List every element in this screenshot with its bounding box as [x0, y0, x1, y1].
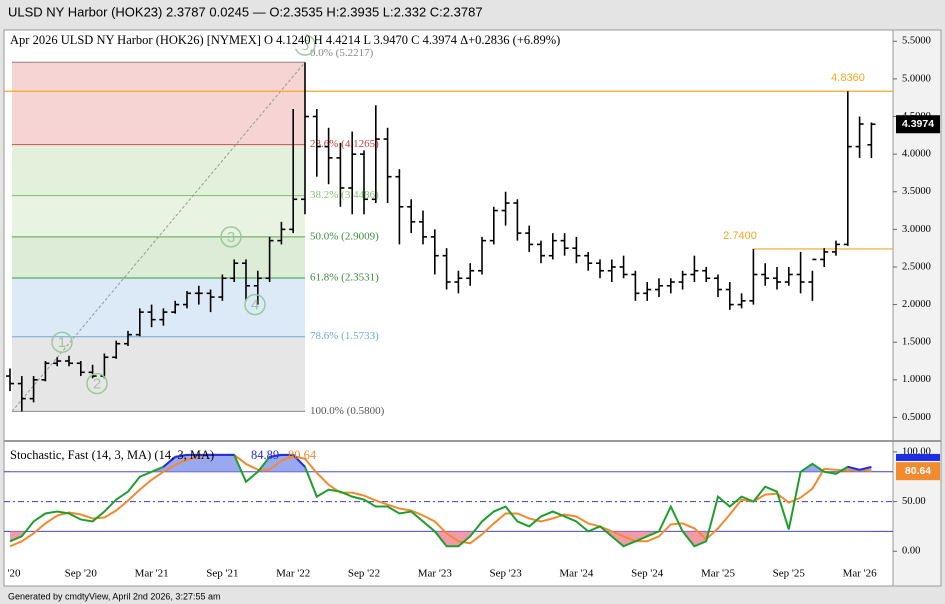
- wave-label: 4: [251, 297, 259, 314]
- d-tag-label: 80.64: [905, 465, 931, 477]
- fib-band: [12, 195, 305, 237]
- fib-band: [12, 62, 305, 145]
- stoch-line: [9, 453, 872, 548]
- y-tick-label: 2.0000: [902, 299, 931, 310]
- x-tick-label: Sep '22: [348, 568, 380, 580]
- x-tick-label: Mar '21: [135, 568, 169, 580]
- y-tick-label: 4.0000: [902, 149, 931, 160]
- fib-label: 38.2% (3.4486): [310, 189, 379, 201]
- last-price-tag: [896, 115, 940, 134]
- fib-band: [12, 336, 305, 412]
- y-tick-label: 50.00: [902, 496, 926, 507]
- stoch-overbought-seg: [292, 454, 306, 468]
- fib-label: 78.6% (1.5733): [310, 330, 379, 342]
- x-tick-label: Mar '23: [418, 568, 453, 580]
- chart-title: Apr 2026 ULSD NY Harbor (HOK26) [NYMEX] …: [10, 33, 560, 47]
- wave-circle: [244, 293, 266, 316]
- x-tick-label: '20: [8, 568, 21, 580]
- y-tick-label: 5.5000: [902, 36, 931, 47]
- stoch-overbought-seg: [162, 456, 176, 468]
- x-tick-label: Mar '26: [843, 568, 878, 580]
- y-tick-label: 0.5000: [902, 412, 931, 423]
- y-tick-label: 100.00: [902, 446, 931, 457]
- fib-label: 61.8% (2.3531): [310, 272, 379, 284]
- d-value: 80.64: [288, 448, 317, 462]
- y-tick-label: 1.0000: [902, 374, 931, 385]
- x-tick-label: Sep '23: [489, 568, 522, 580]
- y-tick-label: 2.5000: [902, 261, 931, 272]
- stoch-overbought-seg: [175, 453, 188, 458]
- x-tick-label: Mar '22: [276, 568, 310, 580]
- x-tick-label: Mar '25: [701, 568, 736, 580]
- fib-diagonal: [11, 61, 306, 412]
- y-tick-label: 1.5000: [902, 337, 931, 348]
- fib-label: 0.0% (5.2217): [310, 47, 374, 59]
- x-tick-label: Sep '20: [65, 568, 98, 580]
- stoch-overbought-seg: [847, 465, 860, 471]
- fib-label: 50.0% (2.9009): [310, 230, 379, 242]
- fib-band: [12, 236, 305, 279]
- stoch-title: Stochastic, Fast (14, 3, MA) (14, 3, MA): [10, 448, 214, 462]
- wave-circle: [220, 226, 242, 248]
- y-tick-label: 0.00: [902, 546, 920, 557]
- k-value: 84.89: [251, 448, 279, 462]
- fib-label: 23.6% (4.1265): [310, 138, 379, 150]
- d-tag: [896, 462, 940, 481]
- footer: Generated by cmdtyView, April 2nd 2026, …: [8, 591, 220, 601]
- guide-label: 4.8360: [831, 72, 865, 84]
- fib-band: [12, 278, 305, 337]
- guide-label: 2.7400: [723, 230, 757, 242]
- oversold-fill: [10, 531, 872, 547]
- wave-label: 3: [227, 229, 235, 246]
- header-title: ULSD NY Harbor (HOK23) 2.3787 0.0245 — O…: [8, 4, 483, 19]
- x-tick-label: Sep '24: [631, 568, 664, 580]
- wave-label: 2: [93, 376, 101, 393]
- wave-circle: [51, 331, 73, 353]
- stoch-overbought-seg: [859, 465, 872, 471]
- overbought-fill: [10, 454, 872, 472]
- x-tick-label: Sep '21: [206, 568, 238, 580]
- wave-circle: [86, 372, 108, 395]
- y-tick-label: 5.0000: [902, 73, 931, 84]
- title-bg: [6, 32, 306, 49]
- x-tick-label: Mar '24: [559, 568, 594, 580]
- fib-band: [12, 144, 305, 196]
- stoch-line: [9, 453, 872, 548]
- k-tag: [896, 453, 940, 461]
- last-price-label: 4.3974: [902, 118, 934, 130]
- fib-label: 100.0% (0.5800): [310, 405, 385, 417]
- y-tick-label: 3.0000: [902, 224, 931, 235]
- x-tick-label: Sep '25: [773, 568, 806, 580]
- wave-label: 1: [58, 334, 66, 351]
- stoch-overbought-seg: [269, 453, 282, 458]
- y-tick-label: 3.5000: [902, 186, 931, 197]
